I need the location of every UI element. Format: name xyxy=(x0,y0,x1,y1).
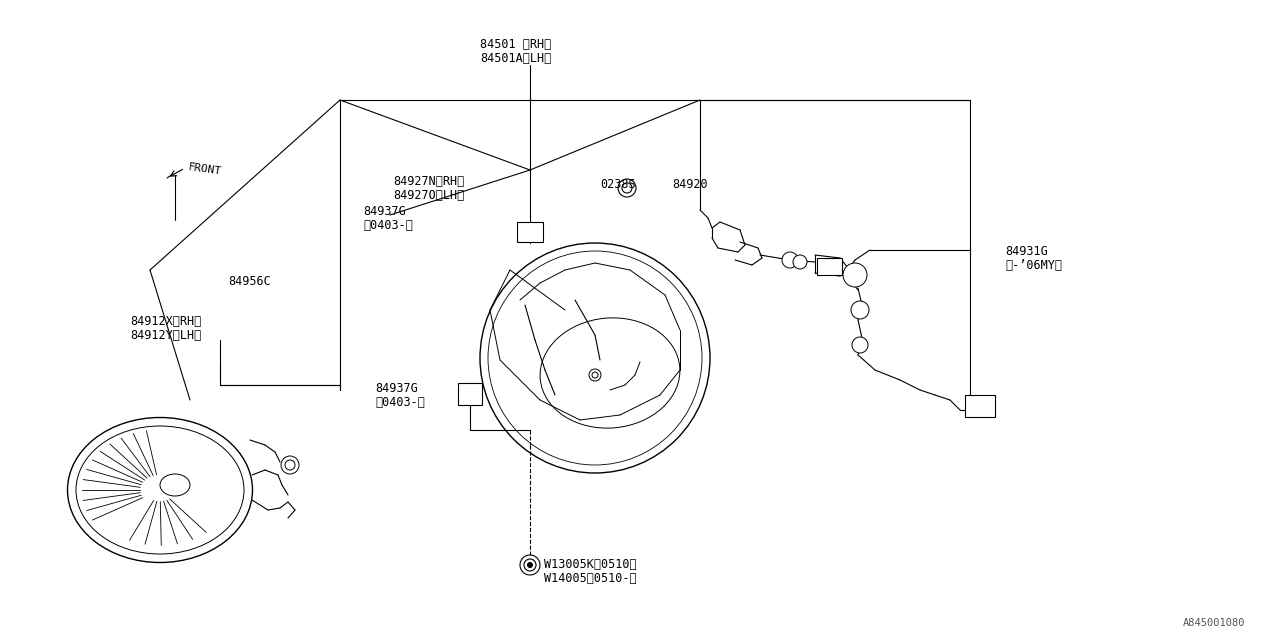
Text: 0238S: 0238S xyxy=(600,178,636,191)
Text: 84931G: 84931G xyxy=(1005,245,1048,258)
Text: 84937G: 84937G xyxy=(375,382,417,395)
Text: 84956C: 84956C xyxy=(228,275,271,288)
Circle shape xyxy=(589,369,602,381)
Circle shape xyxy=(844,263,867,287)
Bar xyxy=(517,222,543,242)
Bar xyxy=(458,383,483,405)
Text: （-’06MY）: （-’06MY） xyxy=(1005,259,1062,272)
Circle shape xyxy=(782,252,797,268)
Bar xyxy=(965,395,995,417)
Text: 84501A〈LH〉: 84501A〈LH〉 xyxy=(480,52,552,65)
Circle shape xyxy=(618,179,636,197)
Circle shape xyxy=(591,372,598,378)
Circle shape xyxy=(480,243,710,473)
Circle shape xyxy=(520,555,540,575)
Text: 84501 〈RH〉: 84501 〈RH〉 xyxy=(480,38,552,51)
Circle shape xyxy=(285,460,294,470)
Text: FRONT: FRONT xyxy=(187,162,221,177)
Circle shape xyxy=(524,559,536,571)
Text: A845001080: A845001080 xyxy=(1183,618,1245,628)
Text: W14005〲0510-〉: W14005〲0510-〉 xyxy=(544,572,636,585)
Text: 84927O〈LH〉: 84927O〈LH〉 xyxy=(393,189,465,202)
Text: 〲0403-〉: 〲0403-〉 xyxy=(364,219,413,232)
Circle shape xyxy=(794,255,806,269)
Circle shape xyxy=(488,251,701,465)
Circle shape xyxy=(852,337,868,353)
Bar xyxy=(817,258,842,275)
Circle shape xyxy=(622,183,632,193)
Text: 〲0403-〉: 〲0403-〉 xyxy=(375,396,425,409)
Text: 84912X〈RH〉: 84912X〈RH〉 xyxy=(131,315,201,328)
Text: W13005K〲0510〉: W13005K〲0510〉 xyxy=(544,558,636,571)
Text: 84912Y〈LH〉: 84912Y〈LH〉 xyxy=(131,329,201,342)
Text: 84927N〈RH〉: 84927N〈RH〉 xyxy=(393,175,465,188)
Circle shape xyxy=(527,563,532,568)
Text: 84937G: 84937G xyxy=(364,205,406,218)
Circle shape xyxy=(282,456,300,474)
Circle shape xyxy=(851,301,869,319)
Text: 84920: 84920 xyxy=(672,178,708,191)
